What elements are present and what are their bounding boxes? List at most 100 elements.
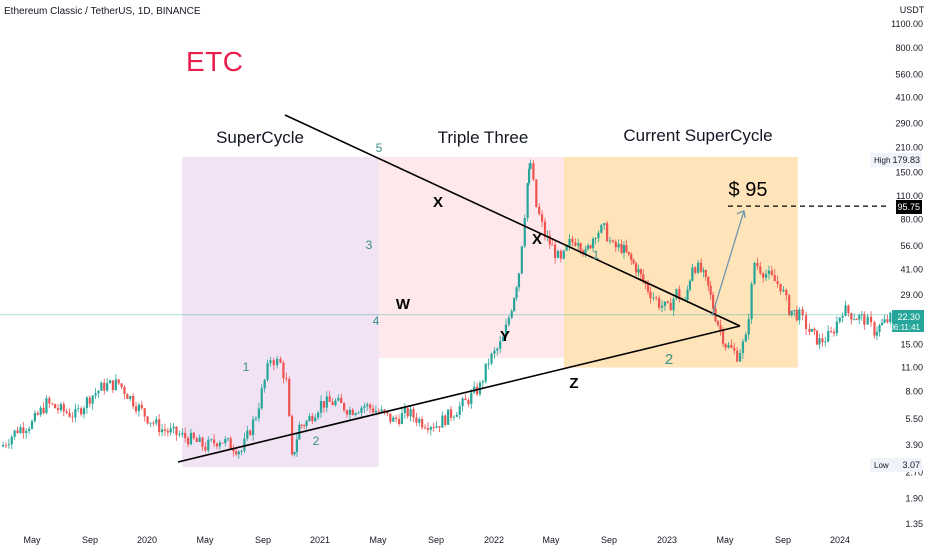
- candle-body: [266, 363, 269, 380]
- candle-body: [642, 274, 645, 282]
- lower-trendline: [177, 325, 741, 463]
- candle-body: [594, 238, 597, 240]
- candle-body: [103, 382, 106, 391]
- candle-body: [389, 413, 392, 422]
- x-tick-label: 2023: [657, 535, 677, 545]
- candle-body: [727, 344, 730, 348]
- candle-body: [100, 382, 103, 391]
- candle-body: [240, 450, 243, 452]
- candle-body: [224, 438, 227, 444]
- candle-body: [357, 412, 360, 414]
- candle-body: [464, 398, 467, 401]
- candle-body: [652, 297, 655, 299]
- candle-body: [77, 408, 80, 410]
- candle-body: [540, 214, 544, 222]
- candle-body: [813, 328, 816, 331]
- candle-body: [279, 358, 282, 363]
- candle-body: [579, 243, 582, 251]
- candle-body: [249, 430, 252, 436]
- candle-body: [637, 269, 640, 273]
- wave-label-teal: 2: [313, 434, 320, 448]
- candle-body: [702, 270, 705, 272]
- candle-body: [351, 409, 354, 415]
- candle-body: [736, 350, 739, 362]
- candle-body: [260, 388, 263, 409]
- y-tick-label: 11.00: [901, 363, 923, 373]
- candle-body: [397, 419, 401, 424]
- high-badge: [870, 153, 922, 167]
- candle-body: [634, 263, 638, 273]
- candle-body: [666, 301, 669, 303]
- candle-body: [744, 334, 747, 342]
- y-tick-label: 2.70: [905, 467, 923, 477]
- candle-body: [377, 410, 380, 412]
- candle-body: [520, 246, 523, 274]
- candle-body: [325, 396, 328, 408]
- candle-body: [767, 270, 771, 275]
- wave-label-teal: 5: [376, 141, 383, 155]
- candle-body: [844, 305, 847, 316]
- y-tick-label: 15.00: [900, 339, 923, 349]
- candle-body: [435, 426, 438, 428]
- candle-body: [707, 276, 710, 286]
- candle-body: [527, 168, 531, 184]
- candle-body: [254, 418, 258, 420]
- candle-body: [556, 250, 560, 258]
- candle-body: [850, 313, 853, 320]
- candle-body: [441, 415, 444, 428]
- candle-body: [538, 206, 541, 215]
- region-label-3: Current SuperCycle: [623, 126, 772, 145]
- candle-body: [178, 434, 181, 436]
- candle-body: [291, 416, 294, 455]
- candle-body: [189, 432, 193, 445]
- y-tick-label: 410.00: [895, 93, 923, 103]
- candle-body: [493, 350, 496, 354]
- candle-body: [263, 379, 266, 389]
- y-tick-label: 1100.00: [891, 19, 923, 29]
- candle-body: [2, 444, 5, 447]
- candle-body: [625, 245, 628, 252]
- y-tick-label: 8.00: [905, 386, 923, 396]
- candle-body: [589, 245, 592, 249]
- candle-body: [747, 319, 750, 335]
- y-tick-label: 110.00: [896, 191, 923, 201]
- candle-body: [16, 430, 19, 433]
- candle-body: [532, 163, 535, 180]
- candle-body: [392, 417, 395, 422]
- candle-body: [229, 438, 232, 449]
- candle-body: [108, 380, 112, 384]
- candle-body: [449, 409, 453, 418]
- candle-body: [140, 404, 143, 409]
- candle-body: [192, 432, 195, 439]
- candle-body: [54, 404, 57, 409]
- candle-body: [243, 438, 246, 451]
- candle-body: [586, 245, 590, 250]
- candle-body: [672, 298, 675, 311]
- candle-body: [71, 416, 74, 418]
- candle-body: [782, 289, 785, 292]
- candle-body: [354, 413, 357, 415]
- candle-body: [467, 400, 470, 405]
- y-tick-label: 3.90: [905, 440, 923, 450]
- candle-body: [172, 426, 175, 429]
- chart-big-title: ETC: [186, 46, 244, 77]
- projection-arrow-head: [736, 210, 746, 218]
- candle-body: [409, 409, 412, 417]
- candle-body: [360, 407, 363, 413]
- candle-body: [762, 273, 765, 278]
- candle-body: [415, 417, 418, 423]
- candle-body: [649, 291, 652, 299]
- y-tick-label: 1.90: [905, 494, 923, 504]
- x-tick-label: 2024: [830, 535, 850, 545]
- candle-body: [452, 416, 456, 418]
- candle-body: [660, 305, 664, 308]
- y-tick-label: 290.00: [895, 118, 923, 128]
- candle-body: [19, 427, 22, 433]
- candle-body: [447, 409, 450, 425]
- candle-body: [94, 393, 97, 396]
- candle-body: [551, 244, 554, 246]
- candle-body: [232, 448, 235, 452]
- candle-body: [36, 412, 39, 415]
